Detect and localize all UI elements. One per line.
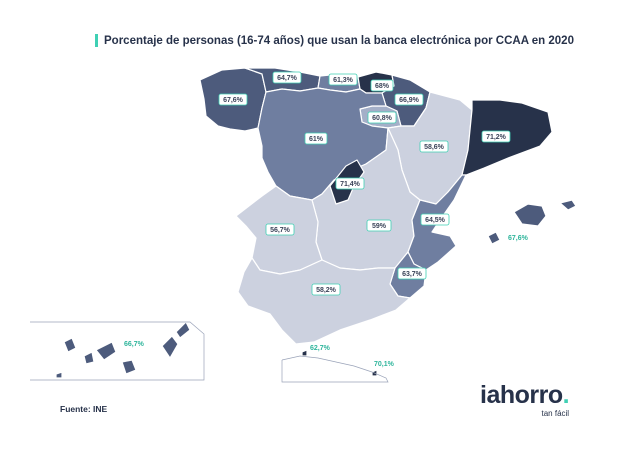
north-africa-coastline xyxy=(281,355,389,383)
svg-text:60,8%: 60,8% xyxy=(372,115,393,122)
label-la-rioja: 60,8% xyxy=(367,111,397,124)
svg-text:61%: 61% xyxy=(309,136,324,143)
label-cantabria: 61,3% xyxy=(328,73,358,86)
label-castilla-leon: 61% xyxy=(304,132,328,145)
svg-text:64,5%: 64,5% xyxy=(425,217,446,224)
logo-name: iahorro xyxy=(480,381,563,409)
region-canarias-7[interactable] xyxy=(55,371,63,379)
region-baleares-menorca[interactable] xyxy=(559,199,577,211)
label-aragon: 58,6% xyxy=(419,140,449,153)
label-cataluna: 71,2% xyxy=(481,130,511,143)
logo-dot: . xyxy=(562,381,570,409)
label-galicia: 67,6% xyxy=(218,93,248,106)
svg-text:59%: 59% xyxy=(372,223,387,230)
region-canarias-4[interactable] xyxy=(121,359,137,375)
region-canarias-5[interactable] xyxy=(161,335,179,359)
svg-text:68%: 68% xyxy=(375,83,390,90)
svg-text:58,6%: 58,6% xyxy=(424,144,445,151)
svg-text:56,7%: 56,7% xyxy=(270,227,291,234)
svg-text:64,7%: 64,7% xyxy=(277,75,298,82)
region-andalucia[interactable] xyxy=(237,257,411,345)
svg-text:63,7%: 63,7% xyxy=(402,271,423,278)
region-baleares-ibiza[interactable] xyxy=(487,231,501,245)
label-melilla: 70,1% xyxy=(374,361,395,368)
label-valencia: 64,5% xyxy=(420,213,450,226)
svg-text:67,6%: 67,6% xyxy=(223,97,244,104)
region-canarias-3[interactable] xyxy=(95,341,117,361)
svg-text:58,2%: 58,2% xyxy=(316,287,337,294)
map-title-wrap: Porcentaje de personas (16-74 años) que … xyxy=(95,34,574,47)
label-baleares: 67,6% xyxy=(508,235,529,242)
iahorro-logo[interactable]: iahorro. tan fácil xyxy=(480,381,570,419)
label-extremadura: 56,7% xyxy=(265,223,295,236)
logo-tagline: tan fácil xyxy=(541,409,570,418)
region-baleares[interactable] xyxy=(513,203,547,227)
label-canarias: 66,7% xyxy=(124,341,145,348)
label-castilla-la-mancha: 59% xyxy=(366,219,392,232)
canarias-inset-frame xyxy=(30,321,205,381)
region-canarias-1[interactable] xyxy=(63,337,77,353)
map-title: Porcentaje de personas (16-74 años) que … xyxy=(104,34,574,47)
region-canarias-6[interactable] xyxy=(175,321,191,339)
label-murcia: 63,7% xyxy=(397,267,427,280)
label-andalucia: 58,2% xyxy=(311,283,341,296)
label-asturias: 64,7% xyxy=(272,71,302,84)
label-ceuta: 62,7% xyxy=(310,345,331,352)
svg-text:66,9%: 66,9% xyxy=(399,97,420,104)
svg-text:71,4%: 71,4% xyxy=(340,181,361,188)
region-canarias-2[interactable] xyxy=(83,351,95,365)
label-madrid: 71,4% xyxy=(335,177,365,190)
svg-text:71,2%: 71,2% xyxy=(486,134,507,141)
svg-text:61,3%: 61,3% xyxy=(333,77,354,84)
label-pais-vasco: 68% xyxy=(370,79,394,92)
label-navarra: 66,9% xyxy=(394,93,424,106)
region-ceuta[interactable] xyxy=(301,349,308,357)
title-accent-bar xyxy=(95,34,98,47)
source-note: Fuente: INE xyxy=(60,404,108,414)
